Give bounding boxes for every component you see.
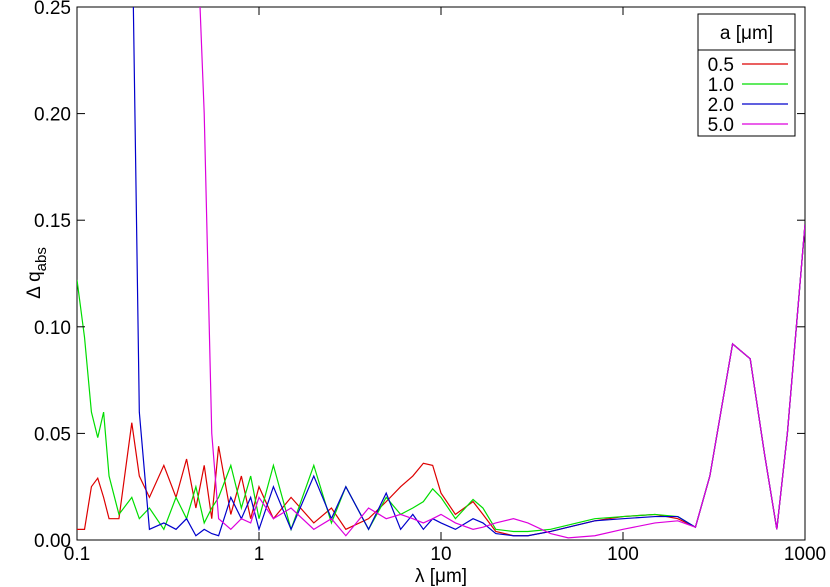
x-tick-label: 100: [607, 544, 639, 565]
legend-label: 0.5: [708, 55, 734, 76]
x-axis-label: λ [μm]: [415, 566, 467, 587]
y-axis-label: Δ qabs: [24, 247, 50, 299]
y-tick-label: 0.20: [34, 105, 71, 126]
series-line: [77, 224, 805, 533]
x-tick-label: 0.1: [64, 544, 90, 565]
series-line: [77, 224, 805, 537]
series-line: [132, 7, 805, 537]
legend-label: 2.0: [708, 95, 734, 116]
y-axis-label-sub: abs: [33, 247, 50, 271]
lines: [77, 7, 805, 539]
series-line: [199, 7, 805, 539]
legend-box: [697, 13, 796, 137]
legend-label: 1.0: [708, 75, 734, 96]
x-tick-label: 1: [254, 544, 265, 565]
y-tick-label: 0.00: [34, 531, 71, 552]
y-tick-label: 0.05: [34, 424, 71, 445]
legend-title: a [μm]: [720, 23, 773, 44]
y-tick-label: 0.10: [34, 318, 71, 339]
y-tick-label: 0.15: [34, 211, 71, 232]
y-axis-label-main: Δ q: [24, 271, 45, 299]
y-tick-label: 0.25: [34, 0, 71, 19]
legend-label: 5.0: [708, 115, 734, 136]
x-tick-label: 1000: [784, 544, 826, 565]
x-tick-label: 10: [430, 544, 451, 565]
